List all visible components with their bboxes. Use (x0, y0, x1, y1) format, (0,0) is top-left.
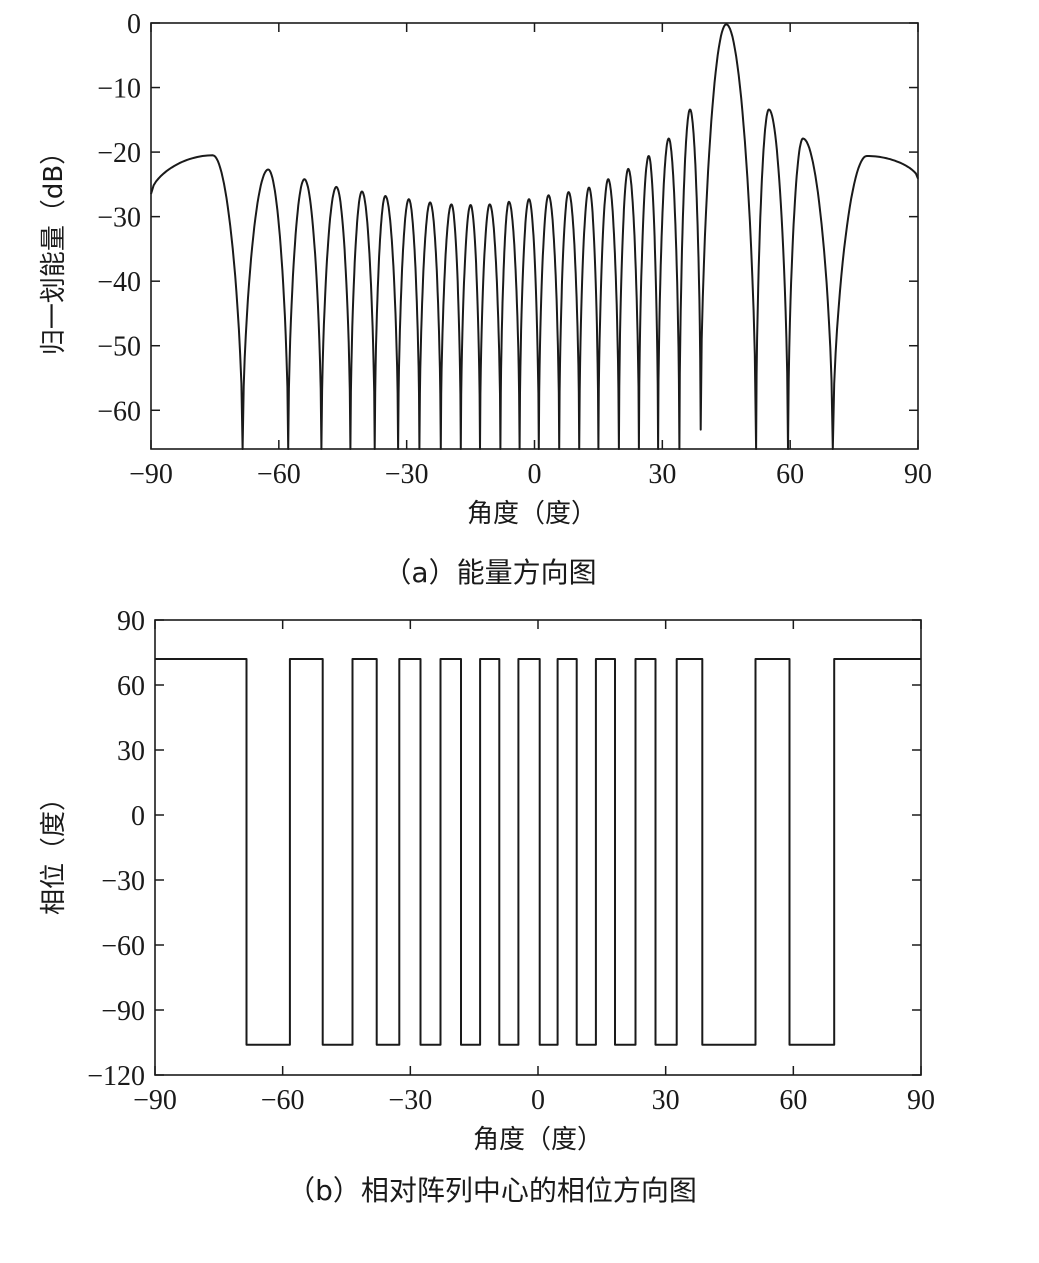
chart-a-ytick-label: 0 (127, 9, 141, 40)
chart-b-caption: （b）相对阵列中心的相位方向图 (287, 1174, 697, 1207)
chart-a-ytick-label: −20 (97, 138, 141, 169)
chart-b-ytick-label: −60 (101, 931, 145, 962)
chart-b-xtick-label: 90 (907, 1085, 935, 1116)
chart-b-xtick-label: 0 (531, 1085, 545, 1116)
chart-b-ytick-label: 30 (117, 736, 145, 767)
chart-b-ylabel: 相位（度） (39, 785, 69, 915)
chart-a-xtick-label: −60 (257, 459, 301, 490)
chart-b-xtick-label: 30 (652, 1085, 680, 1116)
chart-b-plot-frame (154, 619, 922, 1076)
chart-b-ytick-label: 90 (117, 606, 145, 637)
chart-a-caption: （a）能量方向图 (383, 556, 596, 589)
chart-a: −90 −60 −30 0 30 60 90 0 −10 −20 −30 −40 −50 −60 角度（度… (39, 9, 932, 589)
chart-a-xtick-label: −90 (129, 459, 173, 490)
chart-b-ytick-label: 60 (117, 671, 145, 702)
chart-a-xtick-label: 30 (648, 459, 676, 490)
chart-a-ticks: −90 −60 −30 0 30 60 90 0 −10 −20 −30 −40 −50 −60 (97, 9, 932, 490)
chart-b-xtick-label: −60 (261, 1085, 305, 1116)
chart-b-ytick-label: −120 (87, 1061, 145, 1092)
chart-b-ytick-label: 0 (131, 801, 145, 832)
chart-a-ytick-label: −50 (97, 332, 141, 363)
chart-a-xtick-label: 90 (904, 459, 932, 490)
chart-a-xtick-label: 0 (528, 459, 542, 490)
chart-a-ytick-label: −10 (97, 74, 141, 105)
chart-b-xtick-label: −30 (388, 1085, 432, 1116)
chart-a-xlabel: 角度（度） (467, 499, 597, 529)
chart-b-xtick-label: −90 (133, 1085, 177, 1116)
chart-a-series-line (150, 23, 919, 450)
chart-b-xtick-label: 60 (779, 1085, 807, 1116)
chart-a-ylabel: 归一划能量（dB） (39, 139, 69, 355)
chart-b-ytick-label: −30 (101, 866, 145, 897)
chart-b-ytick-label: −90 (101, 996, 145, 1027)
chart-a-ytick-label: −30 (97, 203, 141, 234)
chart-a-ytick-label: −40 (97, 267, 141, 298)
chart-b-xlabel: 角度（度） (473, 1125, 603, 1155)
chart-a-ytick-label: −60 (97, 396, 141, 427)
chart-a-xtick-label: −30 (385, 459, 429, 490)
chart-b-series-line (155, 658, 921, 1046)
chart-a-xtick-label: 60 (776, 459, 804, 490)
